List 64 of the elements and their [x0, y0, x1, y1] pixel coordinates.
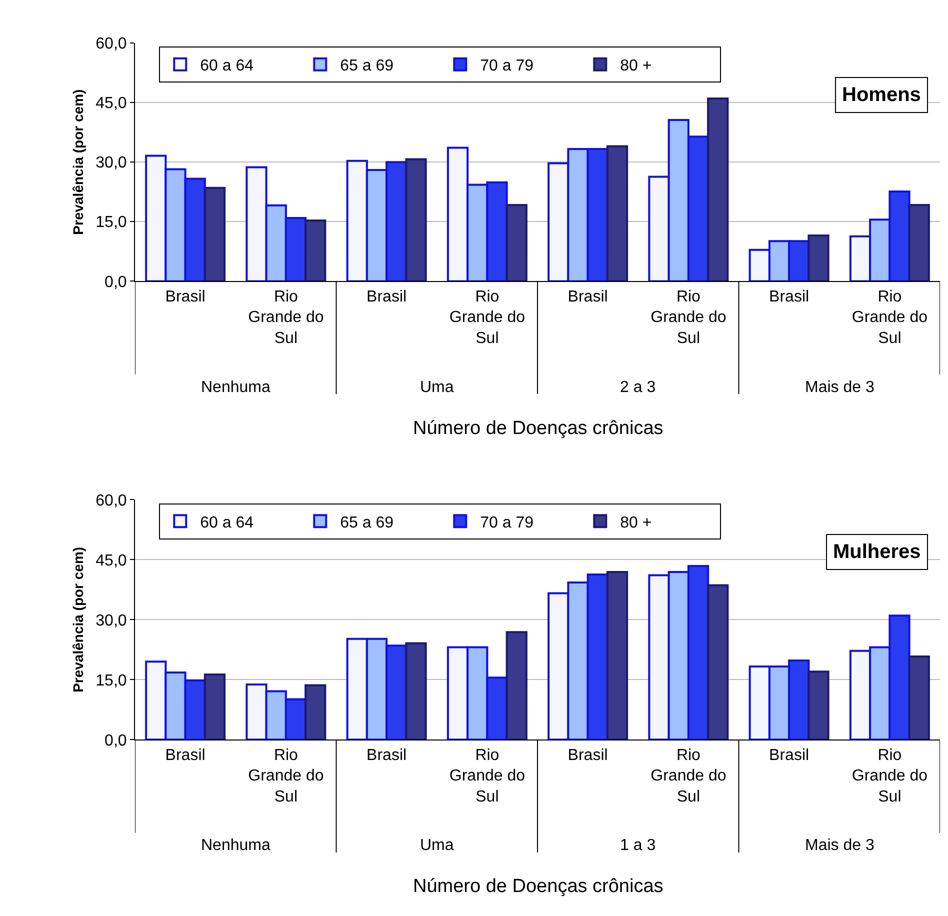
y-tick-label: 60,0 [96, 492, 127, 510]
y-tick-label: 15,0 [96, 214, 127, 232]
bar [808, 234, 830, 282]
bar [304, 219, 326, 282]
text: Uma [420, 379, 454, 396]
x-tick-label: Rio Grande do Sul [650, 746, 726, 806]
y-tick-label: 30,0 [96, 612, 127, 630]
bar [707, 98, 729, 282]
y-tick-label: 45,0 [96, 552, 127, 570]
x-tick-label: Brasil [769, 288, 810, 306]
y-axis-title: Prevalência (por cem) [70, 546, 86, 692]
bar [405, 158, 427, 282]
y-tick-label: 0,0 [104, 274, 127, 291]
x-axis-title: Número de Doenças crônicas [413, 876, 664, 897]
text: Nenhuma [201, 837, 270, 854]
y-tick-label: 30,0 [96, 154, 127, 172]
bar [204, 186, 226, 282]
legend-label: 60 a 64 [200, 58, 254, 75]
bar [405, 642, 427, 740]
x-tick-label: Rio Grande do Sul [248, 288, 324, 347]
y-tick-label: 45,0 [96, 95, 127, 112]
legend-label: 65 a 69 [340, 514, 394, 532]
text: Nenhuma [201, 379, 270, 396]
x-tick-label: Brasil [769, 746, 810, 764]
y-axis-title: Prevalência (por cem) [70, 89, 86, 235]
x-tick-label: Rio Grande do Sul [852, 746, 928, 806]
y-tick-label: 0,0 [104, 732, 127, 750]
bar [606, 571, 628, 740]
x-tick-label: Brasil [165, 746, 206, 764]
x-tick-label: Rio Grande do Sul [650, 288, 726, 347]
text: Mais de 3 [805, 379, 874, 396]
legend-label: 80 + [620, 514, 652, 532]
legend-label: 60 a 64 [200, 514, 254, 532]
text: Homens [842, 84, 921, 106]
legend-label: 65 a 69 [340, 58, 394, 75]
x-tick-label: Brasil [366, 746, 407, 764]
bar [606, 145, 628, 282]
bar [908, 655, 930, 740]
x-tick-label: Brasil [568, 746, 608, 764]
bar [204, 673, 226, 740]
x-tick-label: Brasil [366, 288, 407, 306]
y-tick-label: 15,0 [96, 672, 127, 690]
bar [304, 684, 326, 740]
x-tick-label: Rio Grande do Sul [248, 746, 324, 806]
bar [908, 204, 930, 282]
legend-label: 70 a 79 [480, 514, 534, 532]
bar [808, 670, 830, 740]
bar [506, 204, 528, 282]
text: 1 a 3 [620, 837, 656, 854]
x-tick-label: Rio Grande do Sul [449, 288, 526, 347]
bar [707, 584, 729, 740]
y-tick-label: 60,0 [96, 36, 127, 53]
bar [506, 631, 528, 740]
text: 2 a 3 [620, 379, 656, 396]
text: Uma [420, 837, 454, 854]
legend-label: 70 a 79 [480, 58, 534, 75]
text: Mais de 3 [805, 837, 874, 854]
x-axis-title: Número de Doenças crônicas [413, 418, 664, 439]
legend-label: 80 + [620, 58, 652, 75]
text: Mulheres [833, 541, 921, 563]
x-tick-label: Brasil [568, 288, 608, 306]
x-tick-label: Brasil [165, 288, 206, 306]
x-tick-label: Rio Grande do Sul [449, 746, 526, 806]
x-tick-label: Rio Grande do Sul [852, 288, 928, 347]
